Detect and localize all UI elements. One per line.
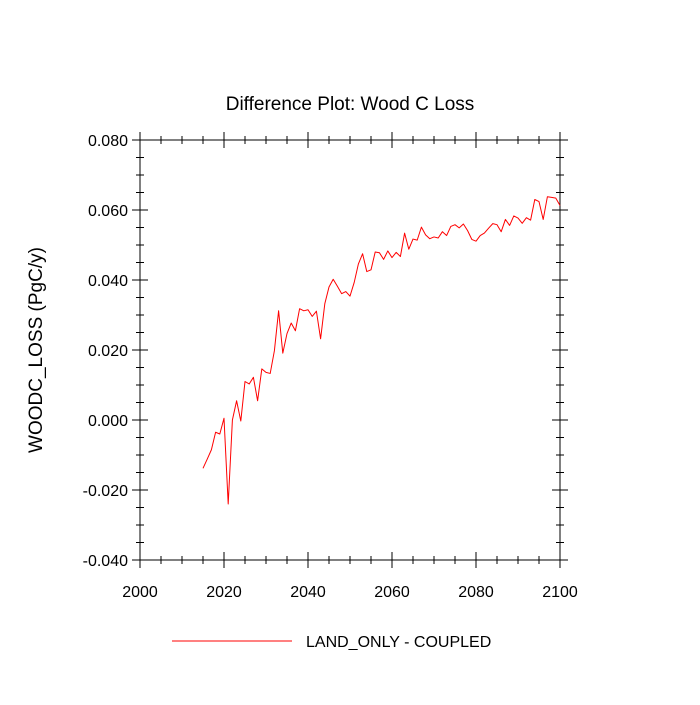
series-line — [202, 196, 561, 505]
y-tick-label: 0.060 — [88, 203, 128, 220]
y-axis-tick-labels: -0.040 -0.020 0.000 0.020 0.040 0.060 0.080 — [83, 133, 128, 570]
y-tick-label: -0.040 — [83, 553, 128, 570]
chart-title: Difference Plot: Wood C Loss — [226, 94, 475, 115]
x-tick-label: 2080 — [458, 584, 494, 601]
y-axis-label: WOODC_LOSS (PgC/y) — [26, 247, 47, 453]
y-tick-label: 0.080 — [88, 133, 128, 150]
plot-frame — [139, 139, 561, 561]
x-axis-tick-labels: 2000 2020 2040 2060 2080 2100 — [122, 584, 578, 601]
legend-label: LAND_ONLY - COUPLED — [306, 634, 491, 651]
x-tick-label: 2040 — [290, 584, 326, 601]
y-tick-label: 0.000 — [88, 413, 128, 430]
axis-ticks — [132, 132, 568, 568]
x-tick-label: 2000 — [122, 584, 158, 601]
y-tick-label: 0.020 — [88, 343, 128, 360]
x-tick-label: 2060 — [374, 584, 410, 601]
y-tick-label: 0.040 — [88, 273, 128, 290]
y-tick-label: -0.020 — [83, 483, 128, 500]
x-tick-label: 2020 — [206, 584, 242, 601]
series-layer — [202, 196, 561, 505]
x-tick-label: 2100 — [542, 584, 578, 601]
